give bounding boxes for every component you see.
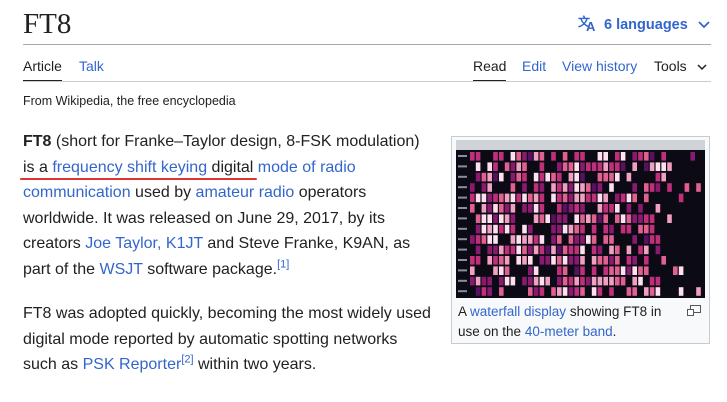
- text: used by: [130, 184, 196, 202]
- text: digital: [207, 158, 258, 176]
- svg-text:文: 文: [578, 14, 591, 29]
- tools-label: Tools: [654, 58, 687, 74]
- title-divider: [23, 44, 711, 45]
- languages-label: 6 languages: [604, 17, 688, 33]
- text: software package.: [142, 260, 278, 278]
- text: and Steve Franke, K9AN, as part of the: [23, 235, 411, 278]
- tab-read[interactable]: Read: [473, 58, 507, 82]
- text: operators worldwide. It was released on …: [23, 184, 385, 253]
- tab-view-history[interactable]: View history: [562, 58, 638, 74]
- link-mode[interactable]: mode: [257, 158, 298, 176]
- chevron-down-icon: [697, 58, 707, 74]
- link-amateur-radio[interactable]: amateur radio: [195, 184, 295, 202]
- text: within two years.: [193, 356, 317, 374]
- link-40-meter-band[interactable]: 40-meter band: [524, 324, 613, 339]
- tab-edit[interactable]: Edit: [522, 58, 547, 74]
- highlight-underline: [20, 178, 257, 180]
- tab-tools[interactable]: Tools: [654, 56, 707, 76]
- enlarge-icon[interactable]: [687, 303, 701, 321]
- figure-caption: A waterfall display showing FT8 in use o…: [458, 302, 683, 342]
- lead-paragraph: FT8 (short for Franke–Taylor design, 8-F…: [23, 129, 433, 283]
- link-psk-reporter[interactable]: PSK Reporter: [82, 356, 182, 374]
- page-title: FT8: [23, 8, 72, 40]
- lead-term: FT8: [23, 133, 52, 150]
- tabs-divider: [23, 81, 711, 82]
- reference-2[interactable]: [2]: [181, 353, 194, 366]
- text: (short for Franke–Taylor design, 8-FSK m…: [23, 133, 420, 176]
- waterfall-image[interactable]: [456, 140, 705, 298]
- reference-1[interactable]: [1]: [277, 258, 290, 271]
- tagline: From Wikipedia, the free encyclopedia: [23, 94, 236, 108]
- languages-button[interactable]: 文 A 6 languages: [578, 14, 710, 36]
- text: .: [612, 324, 617, 339]
- figure-thumbnail: A waterfall display showing FT8 in use o…: [451, 136, 710, 344]
- link-joe-taylor[interactable]: Joe Taylor, K1JT: [85, 235, 203, 253]
- page-tabs: Article Talk Read Edit View history Tool…: [23, 52, 711, 82]
- svg-text:A: A: [586, 19, 596, 32]
- text: showing FT8 in use on the: [458, 304, 662, 339]
- second-paragraph: FT8 was adopted quickly, becoming the mo…: [23, 301, 433, 378]
- link-waterfall-display[interactable]: waterfall display: [470, 304, 567, 319]
- translate-icon: 文 A: [578, 14, 598, 36]
- tab-article[interactable]: Article: [23, 58, 62, 82]
- tab-talk[interactable]: Talk: [79, 58, 104, 74]
- link-wsjt[interactable]: WSJT: [99, 260, 143, 278]
- link-radio-communication[interactable]: of radio communication: [23, 158, 356, 202]
- text: A: [458, 304, 471, 319]
- chevron-down-icon: [698, 17, 710, 33]
- text: FT8 was adopted quickly, becoming the mo…: [23, 305, 431, 374]
- link-frequency-shift-keying[interactable]: frequency shift keying: [52, 158, 208, 176]
